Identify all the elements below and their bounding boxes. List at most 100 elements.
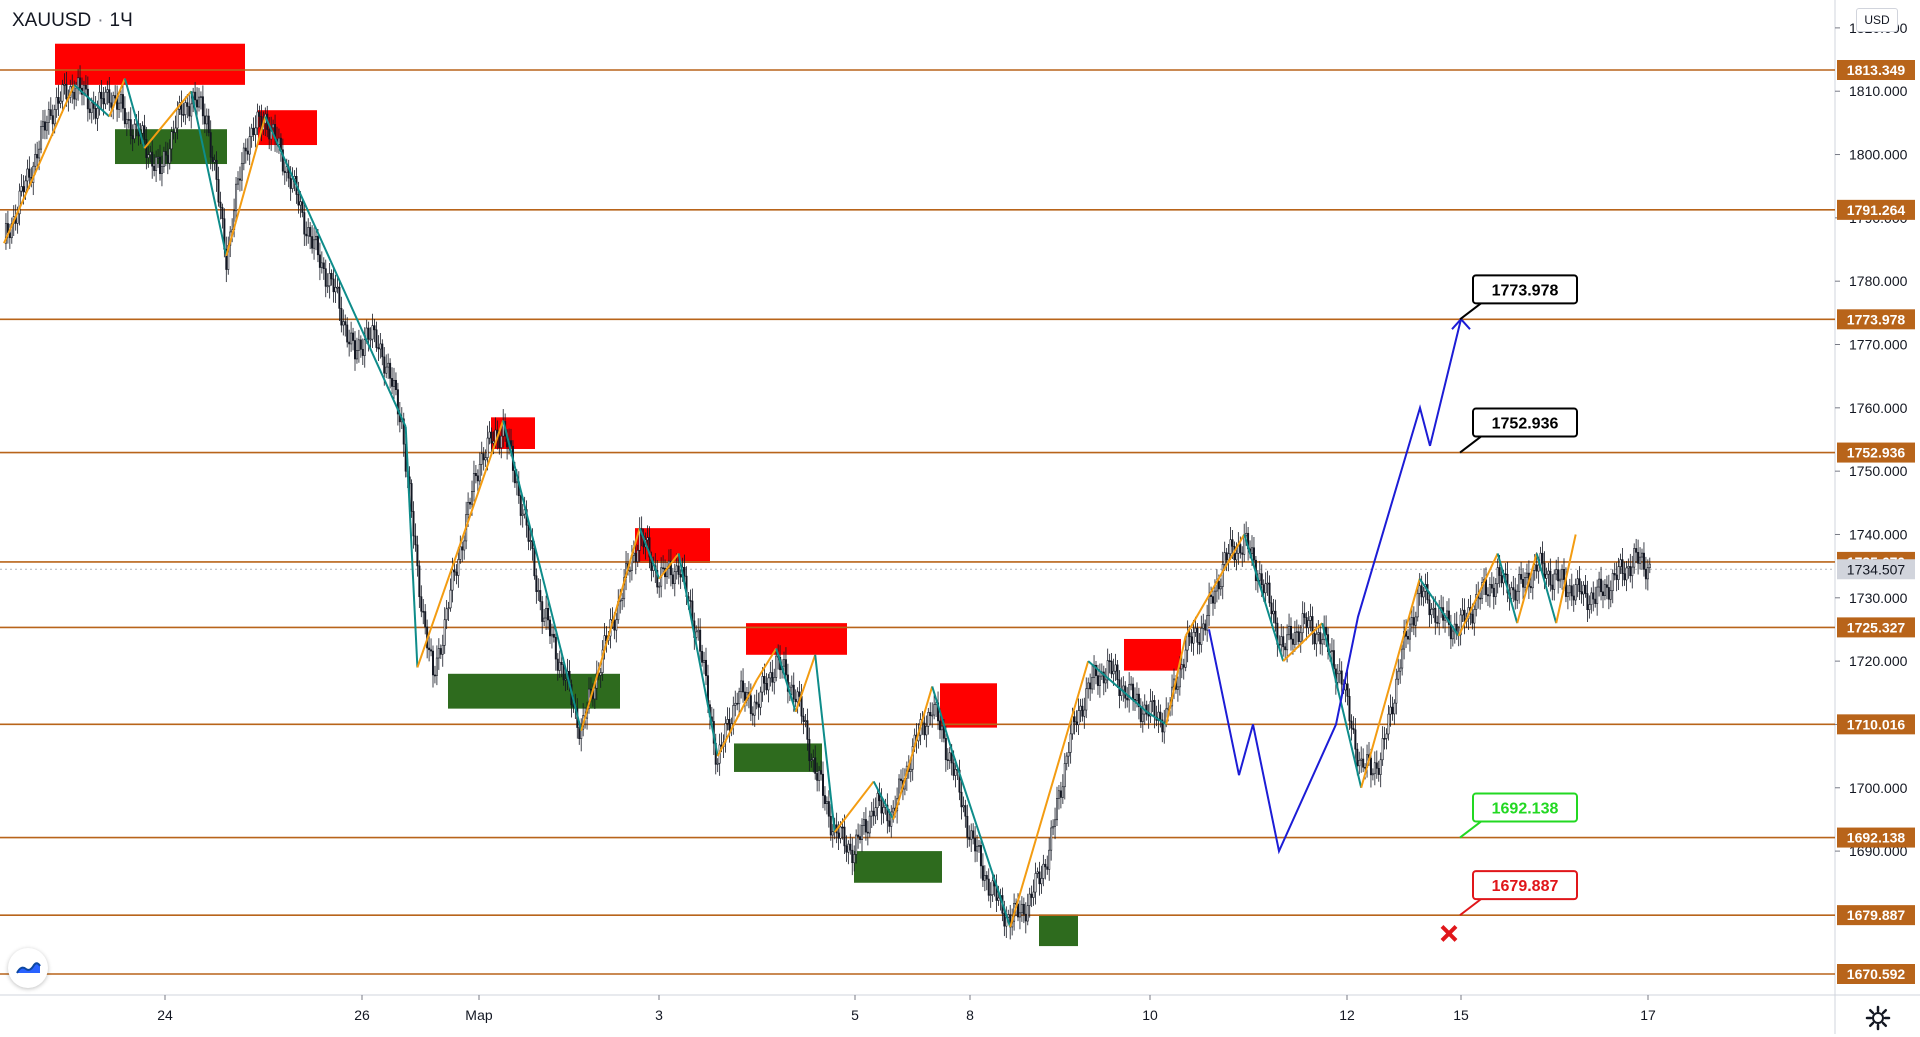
supply-zone [746,623,847,655]
zigzag-segment [502,420,583,732]
candle-body [371,325,374,340]
candle-body [1438,607,1441,624]
candle-body [369,338,372,341]
candle-body [1061,786,1064,798]
candle-body [1016,903,1019,918]
candle-body [268,129,271,140]
candle-body [1496,567,1499,585]
candle-body [1149,701,1152,717]
candle-body [773,677,776,683]
forecast-path[interactable] [1208,318,1462,855]
candle-body [1586,593,1589,611]
candle-body [1274,610,1277,624]
candle-body [131,135,134,140]
candle-body [1524,577,1527,588]
candle-body [1161,719,1164,733]
candle-body [543,617,546,622]
currency-button[interactable]: USD [1856,8,1898,32]
candle-body [24,180,27,193]
candle-body [1352,727,1355,731]
candle-body [43,121,46,131]
candle-body [346,324,349,343]
candle-body [435,657,438,676]
supply-zone [55,43,245,85]
level-price-badge [1837,309,1915,330]
y-tick-label: 1810.000 [1849,83,1908,99]
candle-body [671,574,674,585]
candle-body [909,768,912,772]
candle-body [1498,567,1501,576]
candle-body [334,287,337,293]
candle-body [1206,615,1209,631]
candle-body [886,804,889,822]
candle-body [1602,591,1605,596]
candle-body [1340,670,1343,685]
candle-body [560,661,563,665]
zigzag-segment [950,749,1012,928]
candle-body [1486,594,1489,597]
candle-body [186,102,189,107]
candle-body [157,156,160,159]
candle-body [814,757,817,774]
candle-body [1594,598,1597,604]
candle-body [1619,559,1622,567]
candle-body [1079,705,1082,711]
candle-body [790,684,793,688]
candle-body [1059,790,1062,798]
target-callout[interactable] [1472,792,1578,823]
candle-body [1609,590,1612,600]
candle-body [948,752,951,761]
target-callout[interactable] [1472,274,1578,305]
candle-body [1430,609,1433,616]
candle-body [141,125,144,134]
zigzag-segment [638,527,661,580]
candle-body [254,127,257,136]
candle-body [1557,569,1560,582]
candle-body [683,566,686,577]
candle-body [1020,903,1023,914]
candle-body [857,834,860,837]
zigzag-segment [108,78,126,117]
candle-body [162,151,165,167]
candle-body [765,682,768,691]
candle-body [615,619,618,631]
candle-body [1633,548,1636,568]
title-separator: · [97,10,104,31]
candle-body [1603,584,1606,596]
candle-body [628,570,631,572]
candle-body [174,127,177,133]
candle-body [1648,563,1651,569]
candle-body [63,83,66,86]
candle-body [558,661,561,671]
candle-body [381,343,384,358]
candle-body [960,791,963,808]
target-callout[interactable] [1472,870,1578,901]
level-price-label: 1752.936 [1847,445,1906,461]
gear-icon[interactable] [1864,1004,1892,1032]
candle-body [297,194,300,206]
candle-body [1219,586,1222,590]
candle-body [1317,632,1320,635]
candle-body [1229,539,1232,555]
candle-body [1350,720,1353,729]
candle-body [461,546,464,551]
x-tick-label: 3 [655,1007,663,1023]
candle-body [1356,748,1359,767]
candle-body [172,131,175,134]
candle-body [418,565,421,598]
tradingview-logo-icon[interactable] [8,948,48,988]
zigzag-segment [1535,553,1558,624]
candle-body [1590,592,1593,605]
x-tick-label: 5 [851,1007,859,1023]
zigzag-segment [190,90,228,257]
y-tick-label: 1700.000 [1849,780,1908,796]
candle-body [1330,650,1333,652]
candle-body [509,440,512,447]
target-callout[interactable] [1472,407,1578,438]
candle-body [1315,633,1318,645]
target-callout-label: 1679.887 [1492,878,1559,895]
candle-body [1600,578,1603,593]
candle-body [47,109,50,123]
candle-body [845,845,848,853]
